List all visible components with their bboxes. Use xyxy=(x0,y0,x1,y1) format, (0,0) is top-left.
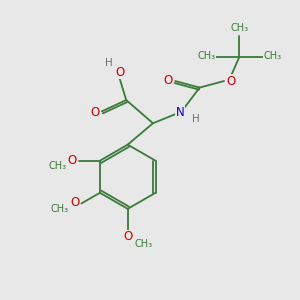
Text: O: O xyxy=(164,74,173,87)
Text: CH₃: CH₃ xyxy=(198,51,216,61)
Text: O: O xyxy=(124,230,133,243)
Text: CH₃: CH₃ xyxy=(263,51,281,61)
Text: O: O xyxy=(70,196,80,209)
Text: H: H xyxy=(105,58,113,68)
Text: CH₃: CH₃ xyxy=(135,238,153,249)
Text: H: H xyxy=(192,114,200,124)
Text: CH₃: CH₃ xyxy=(230,23,248,33)
Text: CH₃: CH₃ xyxy=(48,161,66,171)
Text: O: O xyxy=(67,154,76,167)
Text: CH₃: CH₃ xyxy=(51,204,69,214)
Text: N: N xyxy=(176,106,185,119)
Text: O: O xyxy=(226,74,235,88)
Text: O: O xyxy=(91,106,100,119)
Text: O: O xyxy=(115,66,124,79)
